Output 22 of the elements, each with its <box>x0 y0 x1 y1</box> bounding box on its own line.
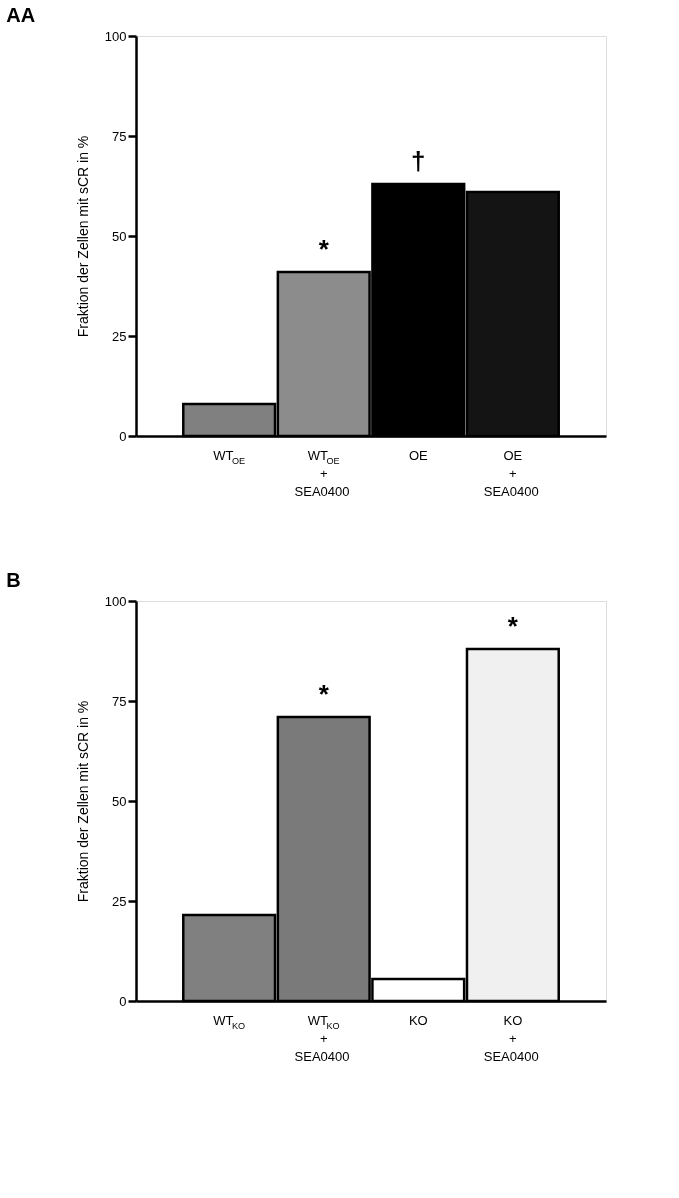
y-tick-label: 75 <box>112 128 127 144</box>
y-tick-label: 0 <box>119 428 127 444</box>
x-tick-label: KO <box>408 1013 428 1028</box>
x-tick-label: KO + SEA0400 <box>483 1013 539 1064</box>
x-tick-label: OE + SEA0400 <box>483 448 539 499</box>
y-tick-label: 100 <box>104 28 127 44</box>
x-tick-label: OE <box>408 448 429 463</box>
y-tick-label: 50 <box>112 793 127 809</box>
y-axis-title: Fraktion der Zellen mit sCR in % <box>74 135 91 338</box>
chart-title: B <box>6 569 21 591</box>
y-axis-title: Fraktion der Zellen mit sCR in % <box>74 700 91 903</box>
y-tick-label: 100 <box>104 593 127 609</box>
annotation: * <box>318 234 330 264</box>
y-tick-label: 25 <box>112 893 127 909</box>
chart-title: AA <box>6 4 36 26</box>
y-tick-label: 25 <box>112 328 127 344</box>
y-tick-label: 0 <box>119 993 127 1009</box>
y-tick-label: 75 <box>112 693 127 709</box>
annotation: † <box>411 146 426 176</box>
annotation: * <box>318 679 330 709</box>
annotation: * <box>507 611 519 641</box>
y-tick-label: 50 <box>112 228 127 244</box>
